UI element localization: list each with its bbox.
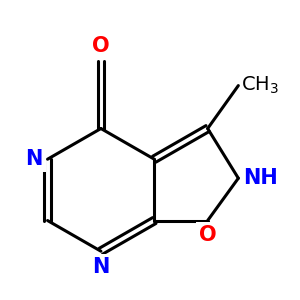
Text: N: N [25,149,43,169]
Text: CH$_3$: CH$_3$ [242,75,279,96]
Text: O: O [199,226,217,245]
Text: NH: NH [243,168,278,188]
Text: N: N [92,257,110,277]
Text: O: O [92,36,110,56]
